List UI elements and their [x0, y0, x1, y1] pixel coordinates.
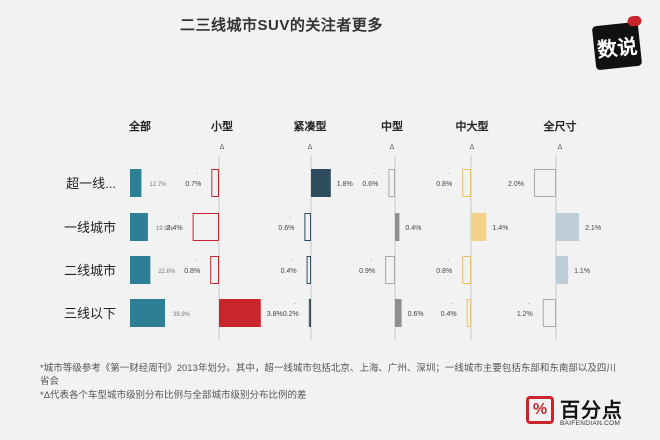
- delta-bar-negative: [534, 169, 556, 197]
- delta-value-label: 1.2%: [517, 311, 533, 318]
- delta-value-label: 0.6%: [278, 225, 294, 232]
- delta-marker: Δ: [308, 144, 313, 151]
- delta-value-label: 2.0%: [508, 181, 524, 188]
- delta-bar-positive: [556, 256, 569, 284]
- delta-bar-positive: [219, 299, 261, 327]
- delta-marker: Δ: [220, 144, 225, 151]
- delta-sign: -: [447, 171, 449, 177]
- base-value-label: 22.6%: [158, 269, 176, 275]
- baifendian-logo: % 百分点 BAIFENDIAN.COM: [526, 394, 650, 432]
- delta-bar-negative: [192, 213, 220, 241]
- category-label: 超一线...: [66, 176, 116, 191]
- delta-bar-negative: [462, 169, 472, 197]
- delta-bar-negative: [462, 256, 472, 284]
- delta-value-label: 0.6%: [408, 311, 424, 318]
- delta-value-label: 0.2%: [283, 311, 299, 318]
- delta-value-label: 1.1%: [574, 268, 590, 275]
- delta-sign: -: [294, 301, 296, 307]
- delta-value-label: 0.4%: [405, 225, 421, 232]
- brand-name: 百分点: [560, 400, 623, 422]
- delta-bar-positive: [395, 213, 400, 241]
- category-label: 三线以下: [64, 306, 116, 321]
- delta-marker: Δ: [558, 144, 563, 151]
- delta-sign: -: [289, 215, 291, 221]
- base-bar: [130, 169, 142, 197]
- base-bar: [130, 299, 166, 327]
- delta-sign: -: [519, 171, 521, 177]
- base-value-label: 19.9%: [156, 226, 174, 232]
- delta-bar-negative: [388, 169, 395, 197]
- delta-sign: -: [447, 258, 449, 264]
- delta-value-label: 1.8%: [337, 181, 353, 188]
- base-value-label: 38.9%: [173, 312, 191, 318]
- delta-marker: Δ: [390, 144, 395, 151]
- percent-icon: %: [526, 396, 554, 424]
- series-header: 中大型: [456, 119, 489, 133]
- series-header: 紧凑型: [294, 119, 327, 133]
- delta-sign: -: [178, 215, 180, 221]
- delta-value-label: 0.8%: [436, 181, 452, 188]
- delta-sign: -: [370, 258, 372, 264]
- delta-sign: -: [196, 171, 198, 177]
- delta-bar-negative: [306, 256, 312, 284]
- delta-marker: Δ: [470, 144, 475, 151]
- delta-bar-negative: [304, 213, 311, 241]
- delta-bar-negative: [385, 256, 396, 284]
- delta-bar-positive: [311, 169, 331, 197]
- delta-value-label: 0.6%: [362, 181, 378, 188]
- delta-sign: -: [373, 171, 375, 177]
- series-header: 全部: [128, 119, 151, 133]
- delta-value-label: 0.9%: [359, 268, 375, 275]
- delta-value-label: 0.4%: [281, 268, 297, 275]
- delta-bar-negative: [542, 299, 556, 327]
- delta-value-label: 0.8%: [184, 268, 200, 275]
- series-header: 中型: [381, 119, 403, 133]
- delta-value-label: 0.8%: [436, 268, 452, 275]
- footnote-delta: *Δ代表各个车型城市级别分布比例与全部城市级别分布比例的差: [40, 390, 307, 401]
- base-bar: [130, 256, 151, 284]
- delta-bar-positive: [395, 299, 402, 327]
- base-bar: [130, 213, 148, 241]
- delta-sign: -: [452, 301, 454, 307]
- delta-sign: -: [195, 258, 197, 264]
- chart-title: 二三线城市SUV的关注者更多: [180, 17, 383, 34]
- delta-value-label: 1.4%: [492, 225, 508, 232]
- delta-bar-negative: [308, 299, 311, 327]
- delta-bar-negative: [466, 299, 472, 327]
- category-label: 一线城市: [64, 220, 116, 235]
- delta-value-label: 2.4%: [167, 225, 183, 232]
- base-value-label: 12.7%: [149, 182, 167, 188]
- delta-sign: -: [528, 301, 530, 307]
- delta-value-label: 0.7%: [185, 181, 201, 188]
- delta-bar-positive: [556, 213, 580, 241]
- delta-value-label: 3.8%: [267, 311, 283, 318]
- delta-value-label: 0.4%: [441, 311, 457, 318]
- delta-bar-negative: [210, 256, 219, 284]
- series-header: 小型: [210, 119, 233, 133]
- delta-sign: -: [292, 258, 294, 264]
- brand-url: BAIFENDIAN.COM: [560, 420, 621, 427]
- delta-value-label: 2.1%: [585, 225, 601, 232]
- footnote-city-tiers: *城市等级参考《第一财经周刊》2013年划分。其中，超一线城市包括北京、上海、广…: [40, 363, 616, 387]
- delta-bar-positive: [471, 213, 487, 241]
- category-label: 二线城市: [64, 263, 116, 278]
- series-header: 全尺寸: [543, 119, 577, 133]
- delta-bar-negative: [211, 169, 220, 197]
